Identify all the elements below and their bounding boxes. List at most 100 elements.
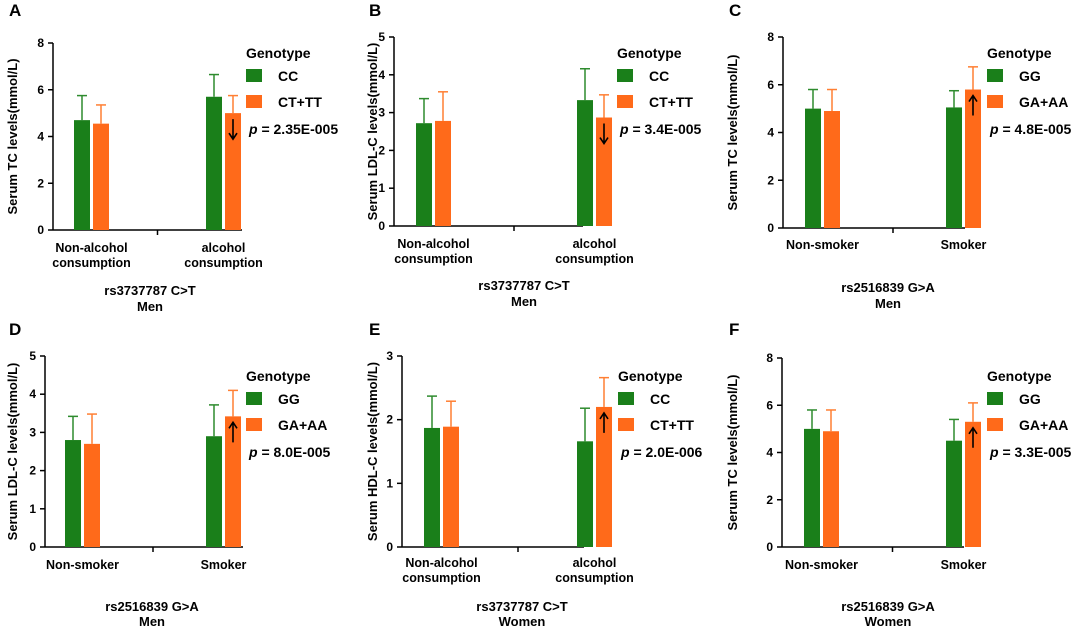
y-axis-label: Serum LDL-C levels(mmol/L) [5, 363, 20, 541]
legend-swatch [617, 69, 633, 82]
x-category-label: consumption [555, 571, 633, 585]
legend-title: Genotype [618, 368, 683, 384]
bar-gg [946, 440, 962, 547]
p-value-number: = 3.3E-005 [999, 444, 1072, 460]
y-tick-label: 6 [767, 78, 774, 92]
arrow-up-icon [968, 426, 978, 448]
panel-letter: D [9, 320, 21, 339]
bar-ga-aa [965, 421, 981, 547]
x-category-label: Non-smoker [785, 558, 858, 572]
x-category-label: Non-smoker [786, 238, 859, 252]
legend-swatch [246, 392, 262, 405]
legend-swatch [987, 392, 1003, 405]
group-label: Men [511, 294, 537, 309]
bar-gg [206, 436, 222, 547]
bar-cc [577, 441, 593, 547]
x-category-label: Non-smoker [46, 558, 119, 572]
y-tick-label: 2 [378, 143, 385, 157]
y-tick-label: 5 [378, 30, 385, 44]
group-label: Women [499, 614, 546, 629]
arrow-up-icon [228, 420, 238, 443]
x-category-label: alcohol [573, 237, 617, 251]
p-value-number: = 2.0E-006 [630, 444, 703, 460]
x-category-label: Non-alcohol [397, 237, 469, 251]
legend-swatch [246, 95, 262, 108]
p-value-number: = 8.0E-005 [258, 444, 331, 460]
bar-cc [206, 96, 222, 230]
p-value: p = 3.4E-005 [619, 121, 702, 137]
x-category-label: Non-alcohol [55, 241, 127, 255]
bar-ct-tt [443, 426, 459, 547]
bar-cc [416, 123, 432, 226]
snp-label: rs2516839 G>A [105, 599, 199, 614]
legend-label: CT+TT [278, 94, 322, 110]
y-tick-label: 3 [29, 425, 36, 439]
arrow-down-icon [599, 123, 609, 145]
group-label: Women [865, 614, 912, 629]
bar-gg [946, 107, 962, 228]
snp-label: rs2516839 G>A [841, 599, 935, 614]
legend-label: CC [649, 68, 669, 84]
legend-swatch [987, 69, 1003, 82]
x-category-label: consumption [184, 256, 262, 270]
legend-swatch [987, 95, 1003, 108]
legend-label: GA+AA [1019, 417, 1068, 433]
y-tick-label: 4 [766, 446, 773, 460]
chart-panel-d: D 0 1 2 3 4 5 Serum LDL-C levels(mmol/L) Non-smo… [5, 320, 331, 629]
legend-title: Genotype [987, 45, 1052, 61]
bar-ga-aa [824, 111, 840, 228]
y-tick-label: 5 [29, 349, 36, 363]
legend-title: Genotype [617, 45, 682, 61]
p-value: p = 3.3E-005 [989, 444, 1072, 460]
y-tick-label: 4 [378, 68, 385, 82]
y-tick-label: 1 [378, 181, 385, 195]
panel-letter: A [9, 1, 21, 20]
p-value-number: = 4.8E-005 [999, 121, 1072, 137]
p-symbol: p [248, 444, 258, 460]
y-tick-label: 2 [386, 413, 393, 427]
legend-swatch [987, 418, 1003, 431]
bar-ct-tt [93, 123, 109, 230]
legend-swatch [617, 95, 633, 108]
y-axis-label: Serum LDL-C levels(mmol/L) [365, 43, 380, 221]
x-category-label: alcohol [202, 241, 246, 255]
y-tick-label: 8 [767, 30, 774, 44]
legend-label: CC [278, 68, 298, 84]
p-value-number: = 3.4E-005 [629, 121, 702, 137]
bar-gg [65, 440, 81, 547]
legend-label: GG [1019, 391, 1041, 407]
bar-gg [805, 108, 821, 228]
x-category-label: Smoker [201, 558, 247, 572]
arrow-up-icon [599, 411, 609, 433]
legend-label: CT+TT [650, 417, 694, 433]
snp-label: rs3737787 C>T [478, 278, 569, 293]
y-tick-label: 8 [37, 36, 44, 50]
legend-label: GG [1019, 68, 1041, 84]
bar-ga-aa [225, 416, 241, 547]
y-tick-label: 0 [29, 540, 36, 554]
x-category-label: alcohol [573, 556, 617, 570]
bar-cc [424, 427, 440, 547]
y-tick-label: 3 [386, 349, 393, 363]
legend-label: CC [650, 391, 670, 407]
y-axis-label: Serum TC levels(mmol/L) [5, 58, 20, 214]
bar-ct-tt [225, 113, 241, 230]
y-tick-label: 8 [766, 351, 773, 365]
p-value: p = 2.35E-005 [248, 121, 338, 137]
chart-panel-f: F 0 2 4 6 8 Serum TC levels(mmol/L) Non-smoker S… [725, 320, 1072, 629]
legend-title: Genotype [246, 45, 311, 61]
p-value: p = 8.0E-005 [248, 444, 331, 460]
p-value: p = 4.8E-005 [989, 121, 1072, 137]
p-value-number: = 2.35E-005 [258, 121, 339, 137]
x-category-label: Smoker [941, 558, 987, 572]
x-category-label: consumption [394, 252, 472, 266]
legend-swatch [246, 418, 262, 431]
y-axis-label: Serum TC levels(mmol/L) [725, 374, 740, 530]
legend-title: Genotype [987, 368, 1052, 384]
y-tick-label: 4 [767, 126, 774, 140]
group-label: Men [139, 614, 165, 629]
bar-cc [577, 100, 593, 226]
panel-letter: B [369, 1, 381, 20]
bar-ct-tt [596, 406, 612, 547]
